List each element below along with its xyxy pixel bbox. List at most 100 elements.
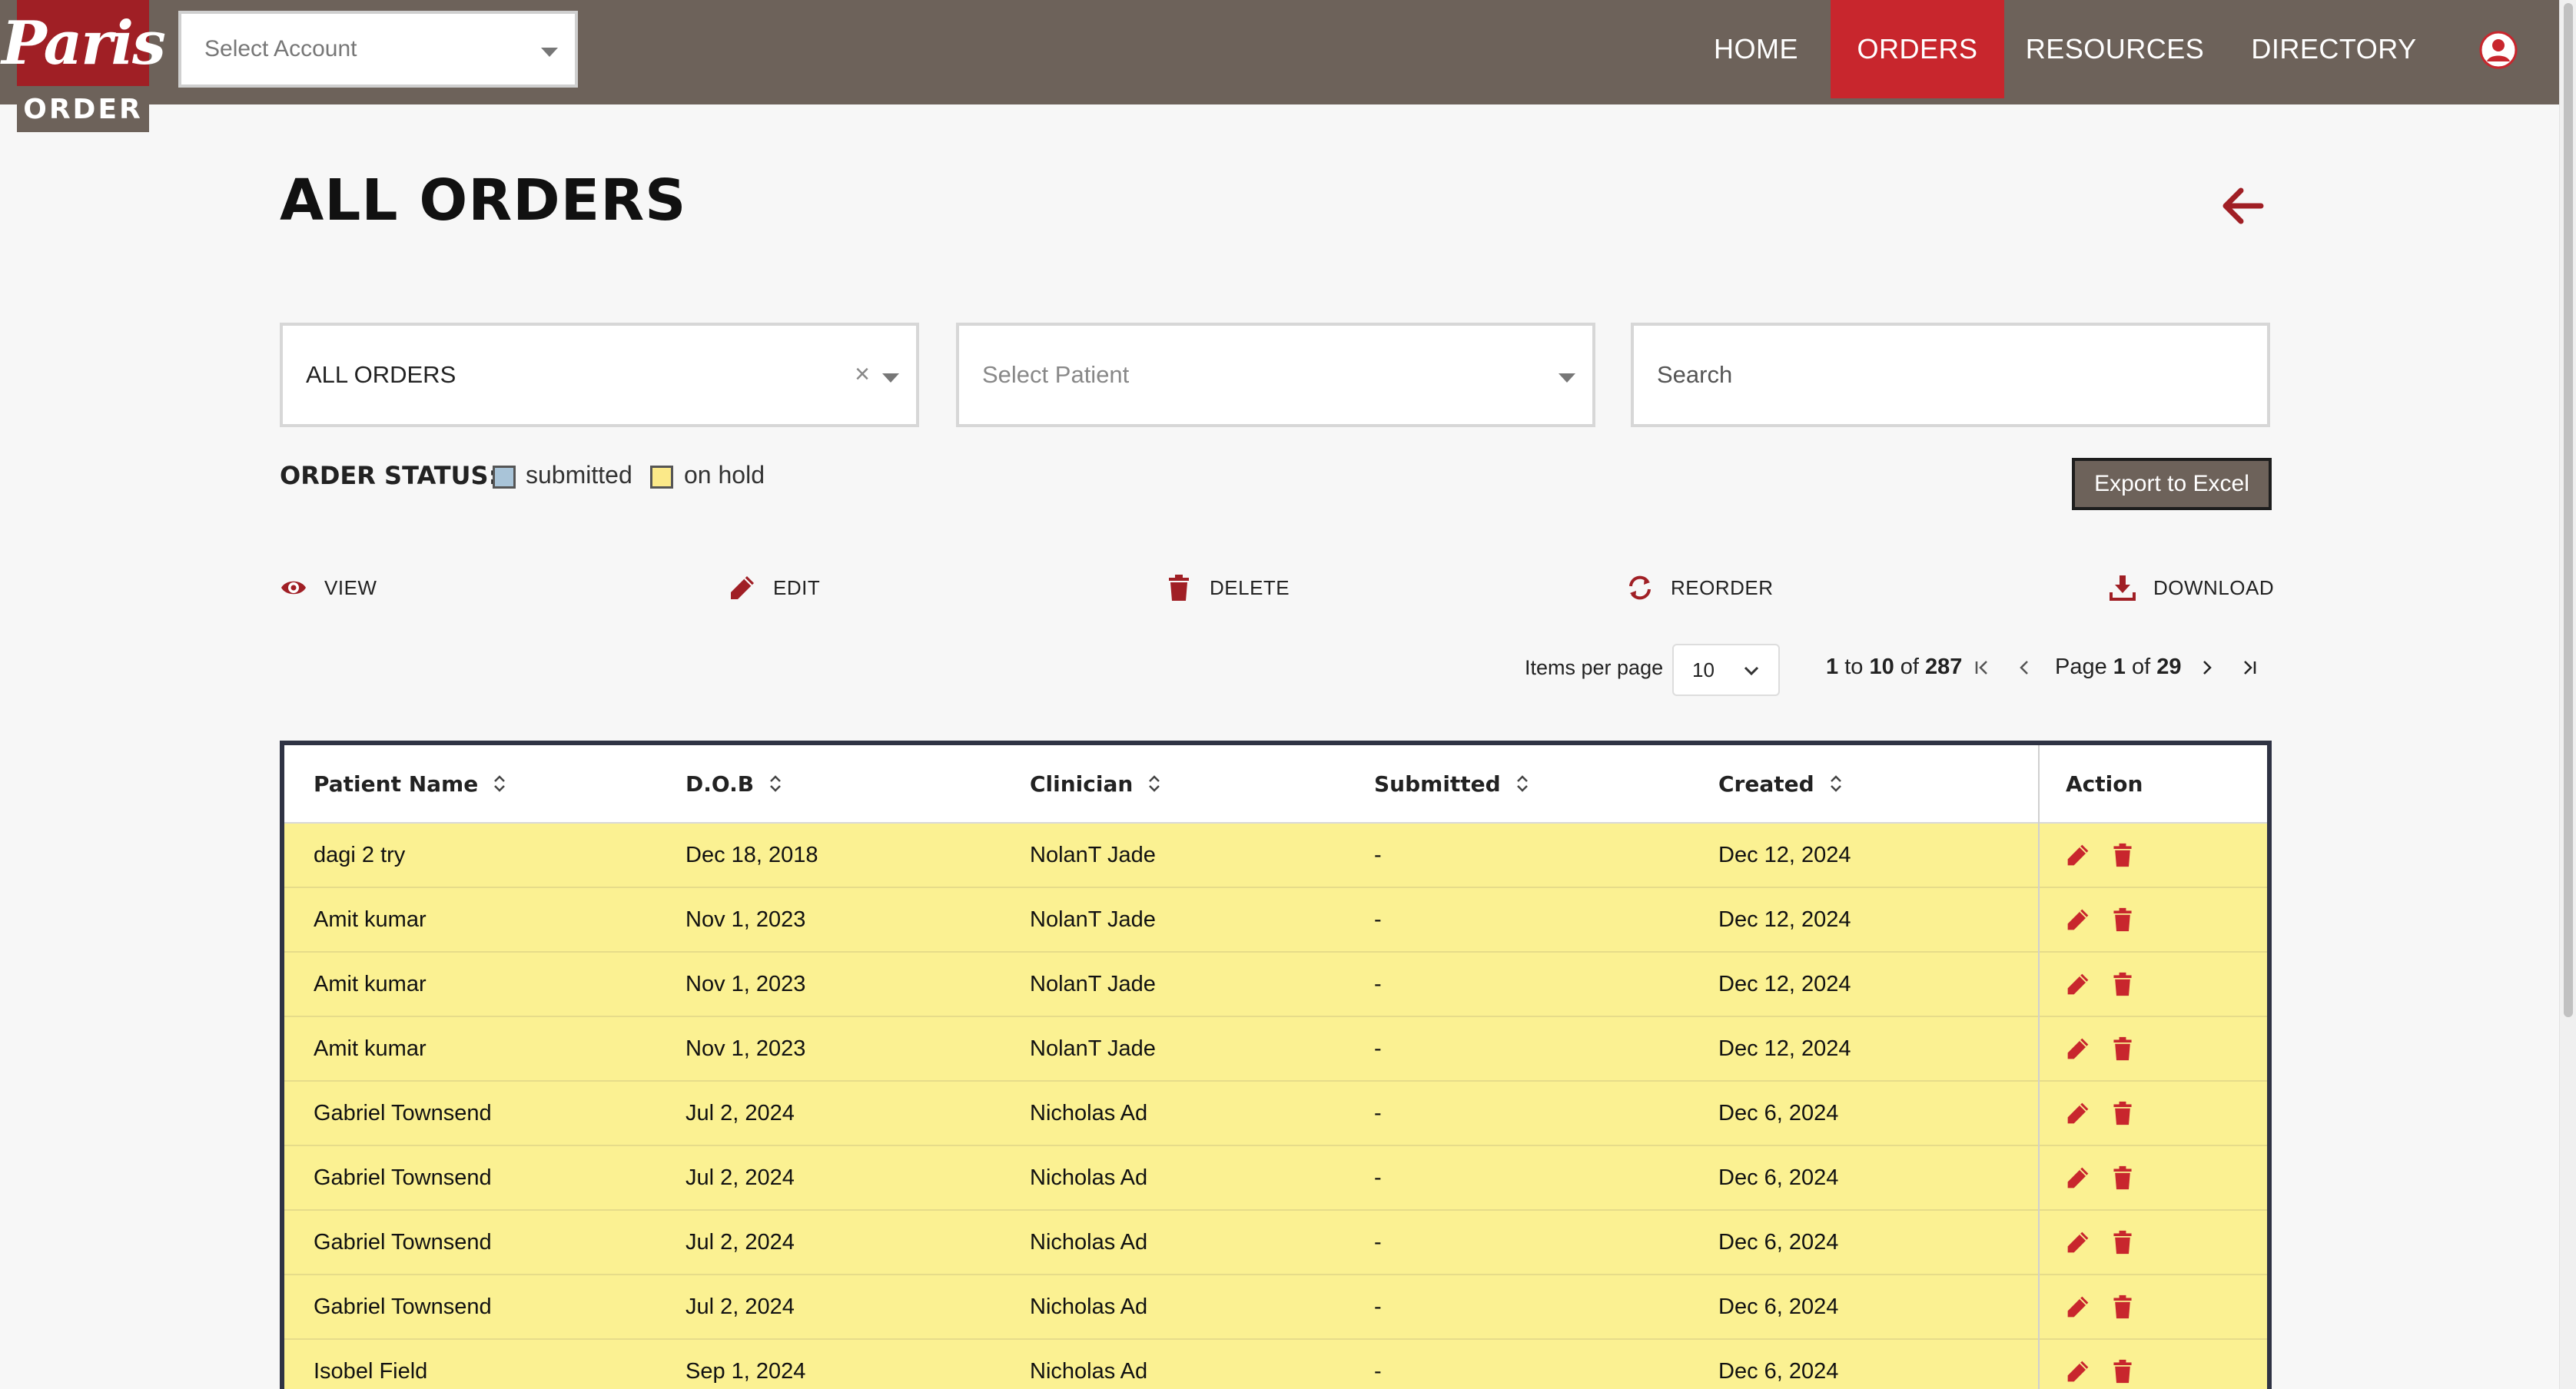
edit-pencil-icon[interactable] — [2066, 1230, 2090, 1255]
trash-icon — [1169, 575, 1189, 601]
next-page-icon[interactable] — [2196, 658, 2216, 678]
chevron-down-icon — [1744, 666, 1759, 676]
legend-view: VIEW — [280, 569, 377, 607]
order-type-select[interactable]: ALL ORDERS × — [280, 323, 919, 427]
export-to-excel-button[interactable]: Export to Excel — [2072, 458, 2272, 510]
caret-down-icon — [541, 48, 558, 57]
edit-pencil-icon[interactable] — [2066, 1036, 2090, 1061]
cell-patient-name: Gabriel Townsend — [314, 1100, 492, 1125]
user-circle-icon[interactable] — [2479, 31, 2518, 69]
cell-clinician: Nicholas Ad — [1030, 1358, 1148, 1384]
cell-dob: Nov 1, 2023 — [685, 971, 806, 996]
last-page-icon[interactable] — [2239, 658, 2259, 678]
cell-actions — [2066, 1211, 2135, 1274]
nav-home[interactable]: HOME — [1714, 33, 1798, 65]
cell-patient-name: Gabriel Townsend — [314, 1229, 492, 1255]
table-row[interactable]: Amit kumar Nov 1, 2023 NolanT Jade - Dec 12,… — [284, 953, 2267, 1017]
cell-actions — [2066, 1017, 2135, 1080]
refresh-icon — [1629, 575, 1651, 600]
scrollbar-thumb[interactable] — [2564, 3, 2573, 1017]
delete-trash-icon[interactable] — [2110, 843, 2135, 867]
table-row[interactable]: Gabriel Townsend Jul 2, 2024 Nicholas Ad - D… — [284, 1211, 2267, 1275]
table-row[interactable]: dagi 2 try Dec 18, 2018 NolanT Jade - Dec 12… — [284, 824, 2267, 888]
download-icon — [2110, 575, 2136, 601]
delete-trash-icon[interactable] — [2110, 1036, 2135, 1061]
nav-orders[interactable]: ORDERS — [1831, 0, 2004, 98]
cell-created: Dec 12, 2024 — [1718, 842, 1851, 867]
delete-trash-icon[interactable] — [2110, 907, 2135, 932]
cell-submitted: - — [1374, 907, 1382, 932]
column-header-clinician[interactable]: Clinician — [1030, 745, 1162, 822]
edit-pencil-icon[interactable] — [2066, 1101, 2090, 1125]
column-header-patient-name[interactable]: Patient Name — [314, 745, 507, 822]
edit-pencil-icon[interactable] — [2066, 1295, 2090, 1319]
table-row[interactable]: Gabriel Townsend Jul 2, 2024 Nicholas Ad - D… — [284, 1275, 2267, 1340]
cell-submitted: - — [1374, 1100, 1382, 1125]
pencil-icon — [731, 576, 754, 599]
table-row[interactable]: Amit kumar Nov 1, 2023 NolanT Jade - Dec 12,… — [284, 1017, 2267, 1082]
sort-icon — [770, 775, 781, 792]
search-placeholder: Search — [1657, 361, 1733, 388]
clear-icon[interactable]: × — [855, 360, 870, 389]
table-row[interactable]: Amit kumar Nov 1, 2023 NolanT Jade - Dec 12,… — [284, 888, 2267, 953]
column-label: D.O.B — [685, 771, 755, 797]
cell-clinician: Nicholas Ad — [1030, 1100, 1148, 1125]
items-per-page-select[interactable]: 10 — [1672, 644, 1780, 696]
cell-clinician: Nicholas Ad — [1030, 1165, 1148, 1190]
cell-actions — [2066, 953, 2135, 1016]
eye-icon — [281, 581, 306, 595]
patient-select[interactable]: Select Patient — [956, 323, 1595, 427]
column-header-created[interactable]: Created — [1718, 745, 1844, 822]
edit-pencil-icon[interactable] — [2066, 1359, 2090, 1384]
delete-trash-icon[interactable] — [2110, 1295, 2135, 1319]
delete-trash-icon[interactable] — [2110, 1165, 2135, 1190]
column-label: Patient Name — [314, 771, 479, 797]
cell-patient-name: Amit kumar — [314, 971, 427, 996]
brand-logo[interactable]: Paris ORDER — [2, 0, 166, 132]
table-row[interactable]: Gabriel Townsend Jul 2, 2024 Nicholas Ad - D… — [284, 1082, 2267, 1146]
edit-pencil-icon[interactable] — [2066, 1165, 2090, 1190]
edit-pencil-icon[interactable] — [2066, 972, 2090, 996]
search-input[interactable]: Search — [1631, 323, 2270, 427]
page-indicator: Page 1 of 29 — [2055, 655, 2182, 680]
nav-resources[interactable]: RESOURCES — [2025, 33, 2205, 65]
legend-view-label: VIEW — [324, 575, 377, 599]
cell-clinician: NolanT Jade — [1030, 971, 1156, 996]
account-select[interactable]: Select Account — [178, 11, 578, 88]
cell-patient-name: dagi 2 try — [314, 842, 406, 867]
cell-created: Dec 6, 2024 — [1718, 1294, 1839, 1319]
first-page-icon[interactable] — [1972, 658, 1992, 678]
cell-clinician: NolanT Jade — [1030, 1036, 1156, 1061]
cell-patient-name: Gabriel Townsend — [314, 1294, 492, 1319]
delete-trash-icon[interactable] — [2110, 1359, 2135, 1384]
column-header-dob[interactable]: D.O.B — [685, 745, 783, 822]
column-header-submitted[interactable]: Submitted — [1374, 745, 1530, 822]
cell-actions — [2066, 888, 2135, 951]
delete-trash-icon[interactable] — [2110, 972, 2135, 996]
edit-pencil-icon[interactable] — [2066, 907, 2090, 932]
table-row[interactable]: Gabriel Townsend Jul 2, 2024 Nicholas Ad - D… — [284, 1146, 2267, 1211]
delete-trash-icon[interactable] — [2110, 1230, 2135, 1255]
edit-pencil-icon[interactable] — [2066, 843, 2090, 867]
legend-download: DOWNLOAD — [2109, 569, 2274, 607]
cell-dob: Dec 18, 2018 — [685, 842, 818, 867]
sort-icon — [1516, 775, 1528, 792]
arrow-left-icon[interactable] — [2218, 181, 2267, 230]
cell-submitted: - — [1374, 1229, 1382, 1255]
previous-page-icon[interactable] — [2015, 658, 2035, 678]
cell-actions — [2066, 1275, 2135, 1338]
table-row[interactable]: Isobel Field Sep 1, 2024 Nicholas Ad - Dec 6… — [284, 1340, 2267, 1389]
cell-actions — [2066, 1146, 2135, 1209]
cell-created: Dec 12, 2024 — [1718, 907, 1851, 932]
account-select-placeholder: Select Account — [204, 36, 357, 61]
cell-created: Dec 6, 2024 — [1718, 1100, 1839, 1125]
cell-actions — [2066, 1340, 2135, 1389]
range-of-word: of — [1900, 655, 1919, 679]
cell-actions — [2066, 824, 2135, 887]
cell-created: Dec 12, 2024 — [1718, 1036, 1851, 1061]
nav-directory[interactable]: DIRECTORY — [2251, 33, 2417, 65]
cell-created: Dec 6, 2024 — [1718, 1165, 1839, 1190]
delete-trash-icon[interactable] — [2110, 1101, 2135, 1125]
range-total: 287 — [1925, 655, 1963, 679]
cell-submitted: - — [1374, 971, 1382, 996]
